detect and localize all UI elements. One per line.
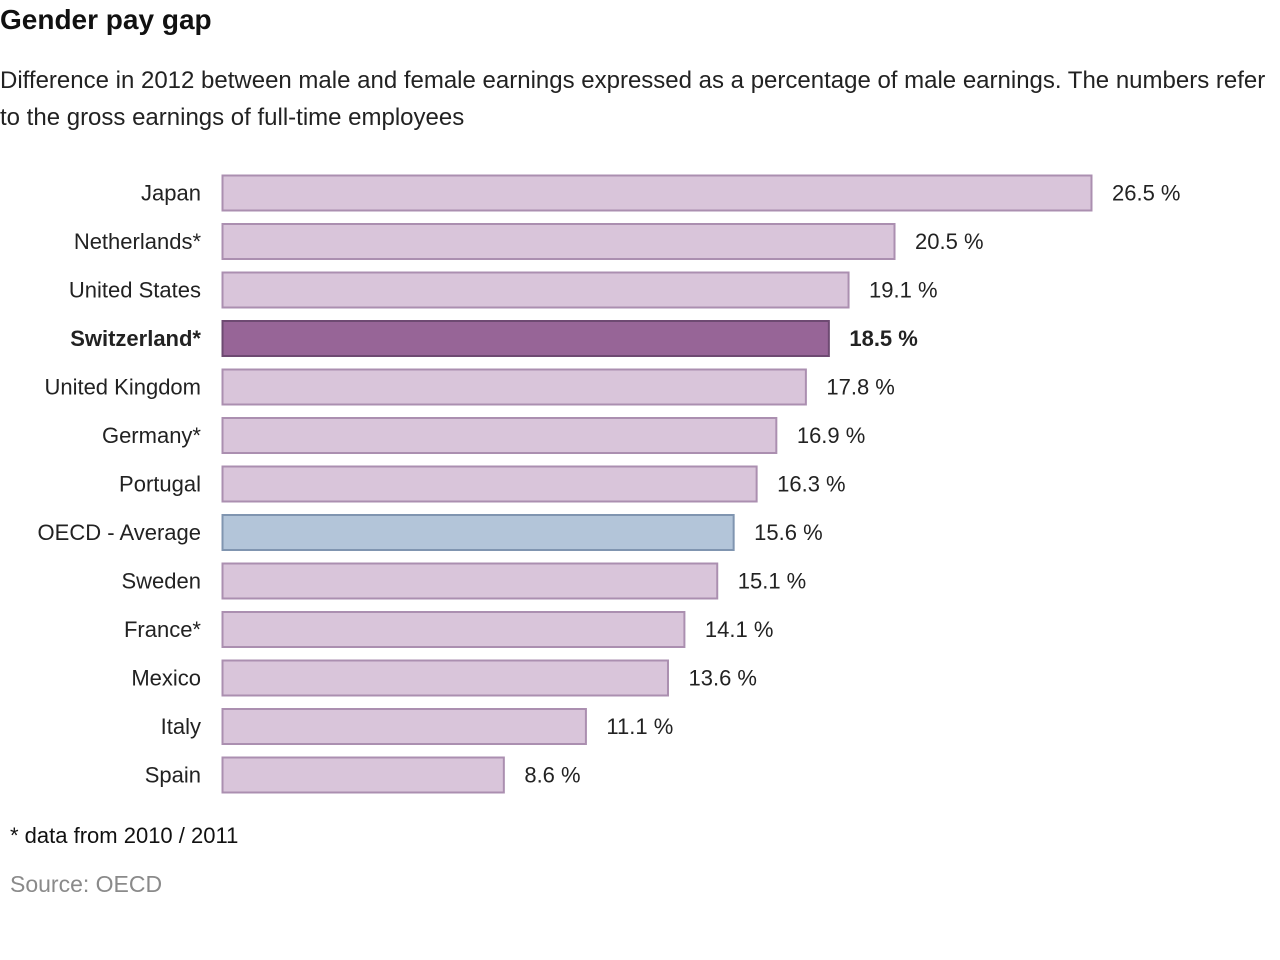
category-label-spain: Spain (145, 763, 201, 788)
bar-group: Japan 26.5 % Netherlands* 20.5 % United Stat… (38, 174, 1181, 794)
footnote: * data from 2010 / 2011 (10, 823, 239, 848)
category-label-mexico: Mexico (131, 666, 201, 691)
category-label-portugal: Portugal (119, 472, 201, 497)
value-label-mexico: 13.6 % (688, 666, 757, 691)
value-label-france: 14.1 % (705, 617, 774, 642)
value-label-united-kingdom: 17.8 % (826, 375, 895, 400)
category-label-netherlands: Netherlands* (74, 229, 202, 254)
category-label-united-kingdom: United Kingdom (44, 375, 201, 400)
bar-united-states (221, 271, 850, 309)
bar-japan (221, 174, 1093, 212)
bar-chart: Japan 26.5 % Netherlands* 20.5 % United Stat… (38, 174, 1181, 794)
chart-title: Gender pay gap (0, 4, 212, 35)
source-note: Source: OECD (10, 871, 163, 897)
category-label-germany: Germany* (102, 423, 201, 448)
value-label-sweden: 15.1 % (738, 569, 807, 594)
category-label-switzerland: Switzerland* (70, 326, 201, 351)
value-label-united-states: 19.1 % (869, 278, 938, 303)
bar-france (221, 611, 686, 648)
category-label-united-states: United States (69, 278, 201, 303)
value-label-japan: 26.5 % (1112, 181, 1181, 206)
category-label-france: France* (124, 617, 201, 642)
value-label-netherlands: 20.5 % (915, 229, 984, 254)
value-label-spain: 8.6 % (524, 763, 580, 788)
value-label-switzerland: 18.5 % (849, 326, 918, 351)
value-label-portugal: 16.3 % (777, 472, 846, 497)
bar-united-kingdom (221, 368, 807, 406)
category-label-italy: Italy (161, 714, 201, 739)
value-label-germany: 16.9 % (797, 423, 866, 448)
bar-mexico (221, 659, 669, 697)
bar-germany (221, 417, 778, 454)
bar-netherlands (221, 223, 896, 260)
bar-sweden (221, 562, 719, 600)
bar-switzerland (221, 320, 830, 357)
value-label-oecd-average: 15.6 % (754, 520, 823, 545)
category-label-oecd-average: OECD - Average (38, 520, 201, 545)
value-label-italy: 11.1 % (606, 714, 673, 739)
bar-spain (221, 756, 505, 794)
category-label-sweden: Sweden (121, 569, 201, 594)
chart-subtitle: Difference in 2012 between male and fema… (0, 67, 1266, 131)
category-label-japan: Japan (141, 181, 201, 206)
bar-italy (221, 708, 587, 745)
bar-oecd-average (221, 514, 735, 551)
bar-portugal (221, 465, 758, 503)
